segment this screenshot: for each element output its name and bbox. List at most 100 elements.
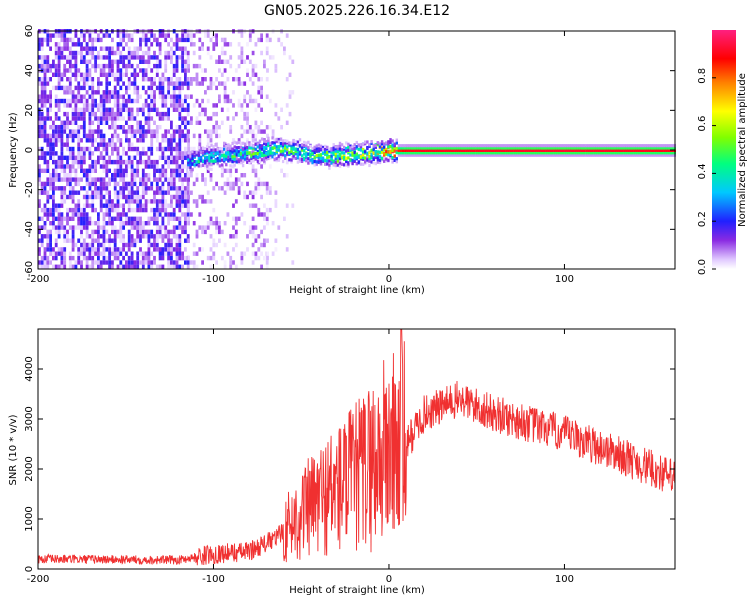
spectrogram-ridge-cell xyxy=(465,146,468,150)
spectrogram-cell xyxy=(102,142,106,147)
spectrogram-ridge-cell xyxy=(667,153,670,157)
spectrogram-cell xyxy=(71,90,75,95)
spectrogram-cell xyxy=(158,234,162,239)
spectrogram-cell xyxy=(85,63,89,69)
spectrogram-ridge-cell xyxy=(591,146,594,150)
spectrogram-ridge-cell xyxy=(568,153,571,157)
spectrogram-cell xyxy=(111,138,114,143)
spectrogram-ridge-cell xyxy=(458,144,462,148)
spectrogram-ridge-cell xyxy=(618,144,622,148)
spectrogram-ridge-cell xyxy=(494,148,497,152)
spectrogram-cell xyxy=(144,190,148,195)
spectrogram-ridge-cell xyxy=(519,148,523,152)
spectrogram-cell xyxy=(265,186,269,191)
spectrogram-cell xyxy=(46,229,50,235)
spectrogram-cell xyxy=(127,255,131,261)
spectrogram-ridge-cell xyxy=(267,143,270,148)
spectrogram-cell xyxy=(122,37,125,43)
spectrogram-cell xyxy=(38,264,41,269)
spectrogram-ridge-cell xyxy=(427,153,430,157)
spectrogram-cell xyxy=(234,181,238,187)
spectrogram-cell xyxy=(178,55,182,60)
spectrogram-cell xyxy=(234,264,238,269)
spectrogram-cell xyxy=(40,103,44,108)
spectrogram-cell xyxy=(285,77,289,82)
spectrogram-ridge-cell xyxy=(313,150,316,155)
spectrogram-ridge-cell xyxy=(265,139,268,144)
spectrogram-ridge-cell xyxy=(336,157,340,161)
spectrogram-cell xyxy=(158,264,162,269)
spectrogram-cell xyxy=(127,63,131,69)
spectrogram-cell xyxy=(91,229,95,235)
spectrogram-cell xyxy=(198,142,202,147)
spectrogram-ridge-cell xyxy=(482,144,485,148)
spectrogram-ridge-cell xyxy=(566,148,569,152)
spectrogram-cell xyxy=(209,173,213,178)
spectrogram-cell xyxy=(133,264,137,269)
spectrogram-ridge-cell xyxy=(265,151,268,156)
spectrogram-cell xyxy=(46,199,50,204)
spectrogram-cell xyxy=(127,107,131,112)
spectrogram-cell xyxy=(147,238,151,243)
spectrogram-cell xyxy=(130,164,134,169)
spectrogram-cell xyxy=(167,216,170,221)
spectrogram-ridge-cell xyxy=(332,148,335,152)
spectrogram-ridge-cell xyxy=(496,153,500,157)
spectrogram-ridge-cell xyxy=(593,151,596,155)
spectrogram-cell xyxy=(80,155,83,160)
spectrogram-ridge-cell xyxy=(372,143,375,147)
spectrogram-cell xyxy=(68,186,72,191)
spectrogram-ridge-cell xyxy=(330,147,333,151)
spectrogram-ridge-cell xyxy=(340,143,344,147)
spectrogram-ridge-cell xyxy=(281,149,285,153)
spectrogram-cell xyxy=(38,164,41,169)
spectrogram-cell xyxy=(141,168,145,173)
spectrogram-cell xyxy=(88,33,92,38)
spectrogram-cell xyxy=(57,186,61,191)
spectrogram-cell xyxy=(201,173,204,178)
spectrogram-cell xyxy=(263,181,266,187)
spectrogram-cell xyxy=(85,264,89,269)
spectrogram-cell xyxy=(209,138,213,143)
spectrogram-cell xyxy=(80,247,83,252)
spectrogram-ridge-cell xyxy=(488,144,491,148)
spectrogram-ridge-cell xyxy=(454,151,457,155)
spectrogram-ridge-cell xyxy=(522,144,525,148)
spectrogram-ridge-cell xyxy=(591,153,594,157)
spectrogram-cell xyxy=(43,255,47,261)
spectrogram-ridge-cell xyxy=(324,162,327,166)
spectrogram-cell xyxy=(66,194,69,200)
spectrogram-cell xyxy=(111,107,114,112)
spectrogram-cell xyxy=(122,94,125,99)
spectrogram-cell xyxy=(164,129,168,134)
spectrogram-cell xyxy=(237,81,241,86)
spectrogram-cell xyxy=(91,159,95,165)
spectrogram-cell xyxy=(54,159,58,165)
spectrogram-cell xyxy=(260,181,263,187)
spectrogram-cell xyxy=(82,133,86,139)
spectrogram-cell xyxy=(158,90,162,95)
spectrogram-ridge-cell xyxy=(376,158,380,162)
spectrogram-ridge-cell xyxy=(214,148,217,152)
spectrogram-cell xyxy=(161,194,165,200)
spectrogram-cell xyxy=(271,55,275,60)
spectrogram-ridge-cell xyxy=(496,146,500,150)
spectrogram-ridge-cell xyxy=(614,148,617,152)
spectrogram-cell xyxy=(139,260,142,265)
spectrogram-cell xyxy=(147,264,151,269)
spectrogram-cell xyxy=(243,94,247,99)
spectrogram-cell xyxy=(204,225,207,230)
spectrogram-ridge-cell xyxy=(347,156,350,160)
spectrogram-ridge-cell xyxy=(239,155,243,159)
spectrogram-cell xyxy=(175,151,179,156)
spectrogram-cell xyxy=(80,72,83,77)
spectrogram-cell xyxy=(133,155,137,160)
snr-x-ticks: -200 -100 0 100 xyxy=(27,329,574,585)
spectrogram-ridge-cell xyxy=(492,153,495,157)
spectrogram-ridge-cell xyxy=(555,144,559,148)
spectrogram-cell xyxy=(204,90,207,95)
spectrogram-cell xyxy=(38,55,41,60)
spectrogram-ridge-cell xyxy=(467,148,470,152)
spectrogram-cell xyxy=(240,181,244,187)
spectrogram-cell xyxy=(229,55,233,60)
